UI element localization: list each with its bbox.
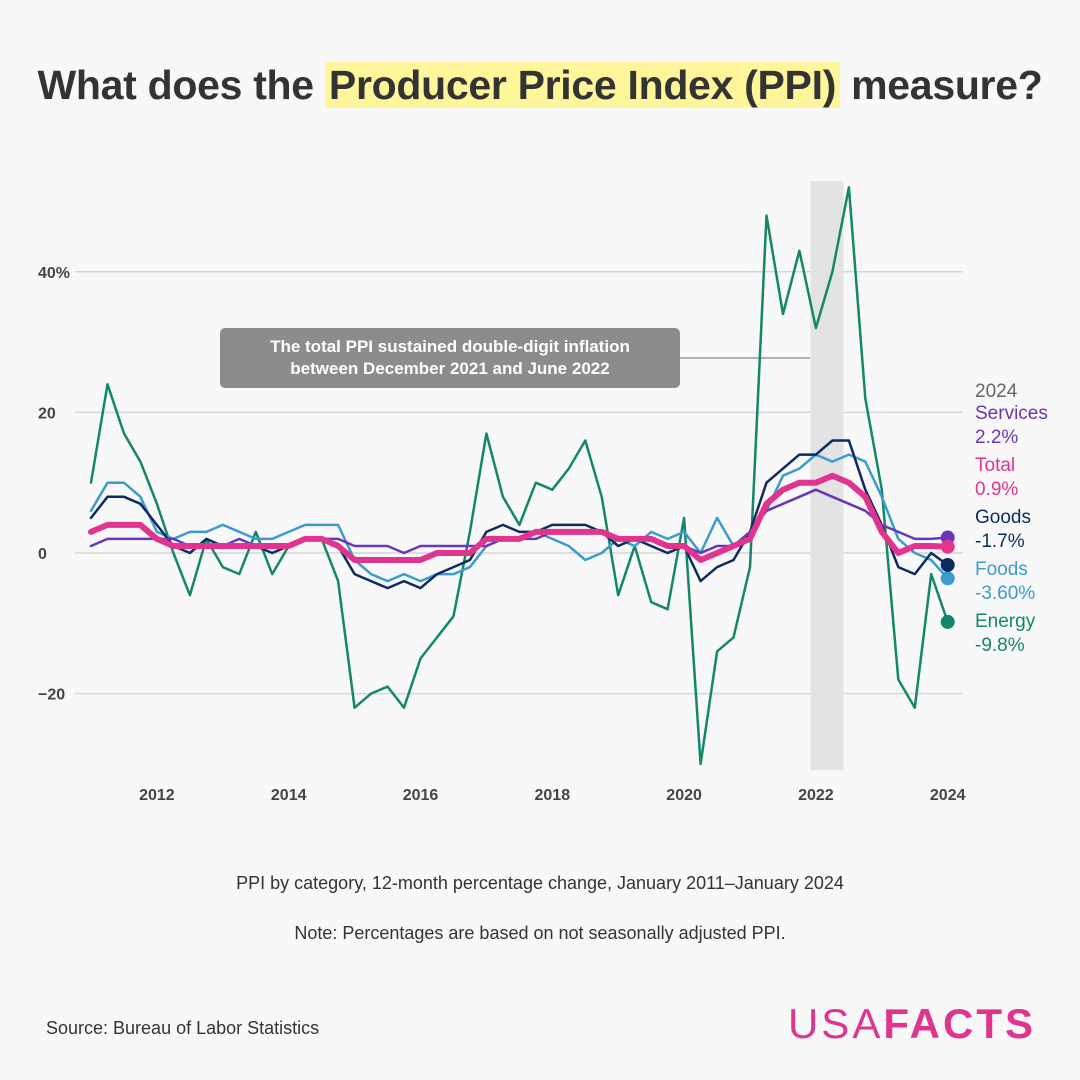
logo-facts: FACTS xyxy=(883,1000,1036,1047)
legend-label-goods: Goods xyxy=(975,507,1031,528)
chart-note: Note: Percentages are based on not seaso… xyxy=(294,923,786,943)
legend-label-total: Total xyxy=(975,455,1016,476)
legend-value-goods: -1.7% xyxy=(975,531,1025,552)
x-tick-label: 2018 xyxy=(535,787,571,804)
legend-year: 2024 xyxy=(975,381,1018,402)
legend-label-energy: Energy xyxy=(975,611,1036,632)
legend-value-total: 0.9% xyxy=(975,479,1019,500)
chart-title: What does the Producer Price Index (PPI)… xyxy=(0,62,1080,109)
legend-value-foods: -3.60% xyxy=(975,583,1036,604)
x-tick-label: 2014 xyxy=(271,787,307,804)
x-tick-label: 2012 xyxy=(139,787,175,804)
usafacts-logo: USAFACTS xyxy=(788,1000,1036,1048)
title-text: What does the xyxy=(37,62,325,108)
title-highlight: Producer Price Index (PPI) xyxy=(324,62,841,108)
y-tick-label: 40% xyxy=(38,265,70,282)
end-point-energy xyxy=(940,614,955,629)
end-point-goods xyxy=(940,557,955,572)
x-tick-label: 2016 xyxy=(403,787,439,804)
y-tick-label: 20 xyxy=(38,405,56,422)
y-tick-label: 0 xyxy=(38,546,47,563)
source-text: Source: Bureau of Labor Statistics xyxy=(46,1018,320,1038)
x-tick-label: 2022 xyxy=(798,787,834,804)
title-text-end: measure? xyxy=(840,62,1043,108)
logo-usa: USA xyxy=(787,1000,884,1047)
legend-label-foods: Foods xyxy=(975,559,1028,580)
end-point-total xyxy=(940,539,955,554)
series-line-total xyxy=(88,472,951,563)
annotation-line-2: between December 2021 and June 2022 xyxy=(290,359,610,378)
legend-value-services: 2.2% xyxy=(975,427,1019,448)
series-line-energy xyxy=(89,186,949,766)
y-tick-label: −20 xyxy=(38,687,65,704)
legend-value-energy: -9.8% xyxy=(975,635,1025,656)
legend-label-services: Services xyxy=(975,403,1048,424)
annotation-box: The total PPI sustained double-digit inf… xyxy=(220,328,680,388)
chart-caption: PPI by category, 12-month percentage cha… xyxy=(236,873,844,893)
annotation-line-1: The total PPI sustained double-digit inf… xyxy=(270,337,630,356)
x-tick-label: 2024 xyxy=(930,787,966,804)
end-point-foods xyxy=(940,571,955,586)
x-tick-label: 2020 xyxy=(666,787,702,804)
